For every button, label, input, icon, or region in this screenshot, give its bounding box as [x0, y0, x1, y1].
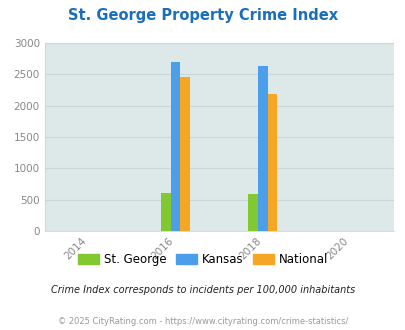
- Bar: [171, 62, 180, 231]
- Bar: [267, 94, 277, 231]
- Legend: St. George, Kansas, National: St. George, Kansas, National: [73, 248, 332, 271]
- Bar: [180, 77, 190, 231]
- Bar: [248, 194, 258, 231]
- Text: St. George Property Crime Index: St. George Property Crime Index: [68, 8, 337, 23]
- Bar: [161, 193, 171, 231]
- Text: Crime Index corresponds to incidents per 100,000 inhabitants: Crime Index corresponds to incidents per…: [51, 285, 354, 295]
- Bar: [258, 66, 267, 231]
- Text: © 2025 CityRating.com - https://www.cityrating.com/crime-statistics/: © 2025 CityRating.com - https://www.city…: [58, 317, 347, 326]
